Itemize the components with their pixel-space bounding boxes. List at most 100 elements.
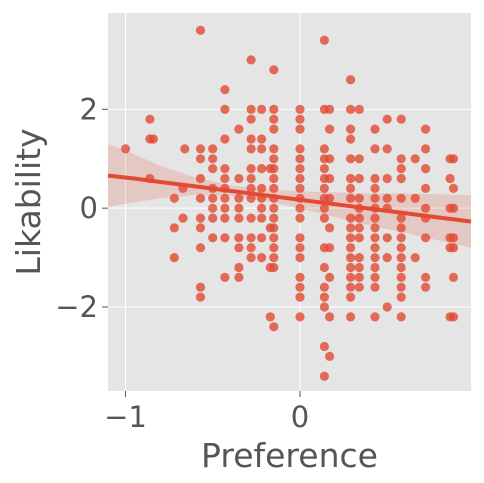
regression-line [107, 173, 472, 224]
data-point [269, 65, 279, 75]
data-point [445, 173, 455, 184]
data-point [325, 104, 335, 114]
data-point [220, 164, 230, 174]
data-point [269, 104, 279, 114]
data-point [325, 193, 335, 203]
data-point [448, 183, 459, 193]
data-point [396, 173, 406, 184]
data-point [120, 144, 131, 154]
data-point [319, 183, 329, 193]
data-point [208, 213, 218, 223]
data-point [319, 203, 329, 213]
data-point [370, 124, 380, 134]
data-point [246, 253, 256, 263]
data-point [421, 144, 431, 154]
data-point [346, 233, 356, 243]
data-point [257, 144, 267, 154]
data-point [295, 144, 305, 154]
data-point [246, 213, 256, 223]
data-point [257, 253, 267, 263]
data-point [421, 233, 431, 243]
tick-labels: −1 0 −2 0 2 [55, 92, 309, 434]
data-point [354, 193, 364, 203]
data-point [382, 173, 392, 184]
confidence-band [108, 143, 471, 248]
data-point [396, 282, 406, 292]
data-point [370, 233, 380, 243]
data-point [257, 104, 267, 114]
data-point [208, 233, 218, 243]
data-point [295, 114, 305, 124]
data-point [220, 272, 230, 282]
data-point [396, 213, 406, 223]
data-point [448, 203, 459, 213]
data-point [319, 144, 329, 154]
data-point [354, 213, 364, 223]
data-point [234, 233, 244, 243]
data-point [295, 312, 305, 322]
data-point [246, 183, 256, 193]
data-point [295, 243, 305, 253]
data-point [208, 154, 218, 164]
data-point [325, 351, 335, 361]
data-point [295, 154, 305, 164]
data-point [234, 124, 244, 134]
data-point [208, 203, 218, 213]
data-point [234, 262, 244, 273]
data-point [208, 193, 218, 203]
data-point [246, 233, 256, 243]
data-point [246, 134, 256, 144]
data-point [370, 253, 380, 263]
data-point [370, 262, 380, 273]
data-point [346, 243, 356, 253]
data-point [319, 292, 329, 302]
data-point [382, 193, 392, 203]
data-point [234, 193, 244, 203]
data-point [346, 213, 356, 223]
data-point [396, 233, 406, 243]
data-point [319, 302, 329, 312]
data-point [354, 233, 364, 243]
data-point [448, 272, 459, 282]
data-point [195, 154, 206, 164]
data-point [346, 154, 356, 164]
data-point [319, 164, 329, 174]
data-point [269, 203, 279, 213]
data-point [265, 223, 275, 233]
data-point [421, 203, 431, 213]
data-point [269, 322, 279, 332]
data-point [195, 282, 206, 292]
data-point [346, 124, 356, 134]
y-axis-label: Likability [9, 128, 48, 275]
data-point [319, 262, 329, 273]
data-point [370, 144, 380, 154]
data-point [246, 114, 256, 124]
data-point [195, 243, 206, 253]
data-point [346, 193, 356, 203]
data-point [319, 213, 329, 223]
x-axis-label: Preference [201, 436, 378, 475]
data-point [396, 262, 406, 273]
data-point [410, 193, 420, 203]
data-point [295, 213, 305, 223]
data-point [246, 243, 256, 253]
data-point [269, 183, 279, 193]
data-point [448, 154, 459, 164]
data-point [421, 272, 431, 282]
data-point [295, 282, 305, 292]
data-point [234, 243, 244, 253]
data-point [370, 183, 380, 193]
data-point [220, 203, 230, 213]
data-point [295, 233, 305, 243]
data-point [370, 243, 380, 253]
data-point [195, 292, 206, 302]
data-point [220, 104, 230, 114]
data-point [346, 134, 356, 144]
data-point [346, 272, 356, 282]
data-point [354, 282, 364, 292]
data-point [396, 223, 406, 233]
data-point [195, 144, 206, 154]
data-point [265, 312, 275, 322]
data-point [195, 213, 206, 223]
